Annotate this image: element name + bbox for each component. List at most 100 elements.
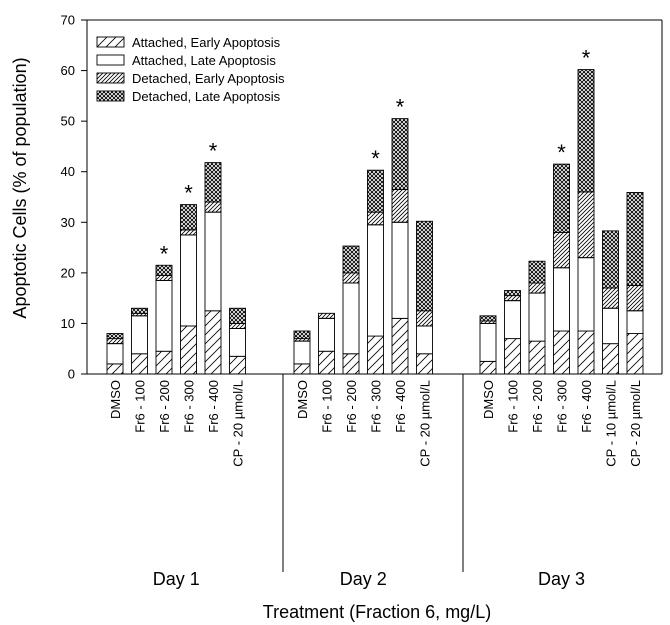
x-tick-label: CP - 20 µmol/L [418,380,433,467]
x-tick-label: Fr6 - 100 [506,380,521,433]
significance-marker: * [371,146,380,171]
bar-segment [553,267,570,332]
bar-segment [626,310,644,334]
bar-segment [504,290,521,297]
bar-segment [602,230,619,289]
y-tick-label: 10 [61,316,75,331]
bar-segment [577,191,595,259]
bar-segment [131,353,148,375]
bar-segment [155,274,173,281]
bar-segment [204,201,222,213]
bar-segment [528,260,546,284]
significance-marker: * [396,95,405,120]
x-axis-tick-labels: DMSO Fr6 - 100 Fr6 - 200 Fr6 - 300 Fr6 - 400… [108,374,643,589]
bar-segment [342,245,360,274]
x-tick-label: Fr6 - 100 [320,380,335,433]
bar-segment [204,310,222,375]
legend: Attached, Early Apoptosis Attached, Late … [96,35,285,104]
x-tick-label: CP - 20 µmol/L [231,380,246,467]
x-axis-title: Treatment (Fraction 6, mg/L) [263,602,491,622]
legend-label: Attached, Late Apoptosis [132,53,276,68]
x-tick-label: DMSO [295,380,310,419]
bar-segment [553,231,570,269]
significance-marker: * [582,46,591,71]
y-tick-label: 70 [61,13,75,28]
bar-segment [293,340,311,365]
bar-segment [229,355,246,375]
bar-segment [106,343,124,365]
bar-segment [626,333,644,375]
x-tick-label: Fr6 - 200 [157,380,172,433]
bar-segment [504,300,521,340]
legend-label: Attached, Early Apoptosis [132,35,281,50]
bar-segment [504,338,521,375]
legend-swatch [96,90,125,102]
bar-segment [155,279,173,352]
x-tick-label: CP - 10 µmol/L [604,380,619,467]
bar-segment [293,330,311,340]
bar-segment [131,307,148,314]
bar-segment [602,307,619,345]
bar-segment [626,191,644,286]
bar-segment [416,220,433,312]
bar-group-3: ** [479,46,644,375]
bar-segment [391,118,409,190]
bar-segment [318,312,335,319]
bar-segment [367,169,384,213]
bar-segment [416,353,433,375]
legend-swatch [96,36,125,48]
bar-segment [577,257,595,332]
bar-segment [528,292,546,342]
x-tick-label: Fr6 - 300 [555,380,570,433]
bar-segment [577,69,595,193]
bar-segment [180,229,197,236]
bar-segment [342,272,360,284]
bar-segment [180,204,197,231]
legend-swatch [96,72,125,84]
x-tick-label: Fr6 - 400 [579,380,594,433]
bar-segment [577,330,595,375]
bar-segment [131,315,148,355]
bar-segment [318,350,335,375]
bar-segment [553,330,570,375]
bar-segment [106,363,124,375]
legend-label: Detached, Early Apoptosis [132,71,285,86]
bar-segment [155,264,173,276]
bar-segment [626,285,644,312]
bar-segment [229,322,246,329]
group-label: Day 3 [538,569,585,589]
x-tick-label: Fr6 - 100 [133,380,148,433]
bar-segment [106,333,124,340]
bar-segment [553,163,570,233]
bar-segment [602,343,619,375]
bar-segment [479,322,497,362]
y-tick-label: 20 [61,265,75,280]
bar-segment [180,234,197,327]
bar-segment [367,335,384,375]
bar-segment [602,287,619,309]
bar-segment [416,310,433,327]
bar-segment [391,221,409,319]
y-tick-label: 0 [68,367,75,382]
x-tick-label: Fr6 - 300 [369,380,384,433]
legend-label: Detached, Late Apoptosis [132,89,281,104]
x-tick-label: Fr6 - 200 [530,380,545,433]
bar-segment [229,307,246,324]
legend-swatch [96,54,125,66]
bar-segment [342,282,360,355]
bar-segment [416,325,433,355]
y-axis: 0 10 20 30 40 50 60 70 [61,13,87,382]
x-tick-label: Fr6 - 300 [182,380,197,433]
bar-segment [391,188,409,223]
significance-marker: * [184,181,193,206]
x-tick-label: DMSO [481,380,496,419]
bar-segment [528,340,546,375]
bar-group-2: ** [293,95,433,375]
significance-marker: * [209,139,218,164]
bar-group-1: * * * [106,139,246,375]
x-tick-label: Fr6 - 200 [344,380,359,433]
bars-layer: *** **** [106,46,644,375]
bar-segment [106,338,124,345]
y-tick-label: 60 [61,63,75,78]
